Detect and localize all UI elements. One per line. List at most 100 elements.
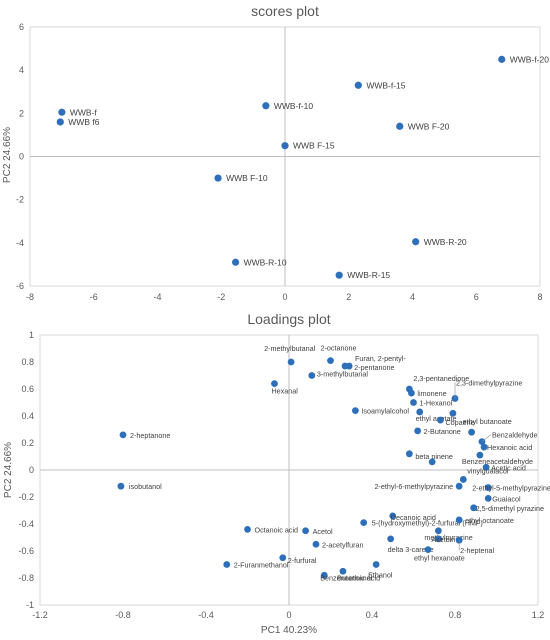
loadings-y-tick-label: -1: [26, 600, 34, 610]
loadings-point: [437, 416, 444, 424]
loadings-y-tick-label: -0.2: [18, 492, 34, 502]
scores-y-tick-label: -4: [16, 238, 24, 248]
loadings-y-tick-label: -0.8: [18, 573, 34, 583]
scores-y-tick-label: 4: [19, 65, 24, 75]
loadings-point-label: Guaiacol: [492, 494, 521, 503]
loadings-y-tick-label: 0.8: [21, 357, 34, 367]
loadings-point: [484, 494, 492, 502]
scores-point: [281, 142, 289, 150]
loadings-point-label: Hexanal: [271, 387, 298, 396]
scores-point-label: WWB-R-10: [244, 257, 287, 267]
scores-y-tick-label: -6: [16, 281, 24, 291]
loadings-point-label: ethyl acetate: [416, 414, 457, 423]
loadings-x-tick-label: -0.4: [198, 610, 214, 620]
loadings-point-label: 2-acetylfuran: [322, 540, 364, 549]
scores-y-tick-label: 0: [19, 152, 24, 162]
loadings-point-label: 2-octanone: [321, 344, 357, 353]
scores-point: [56, 118, 64, 126]
loadings-point: [339, 567, 347, 575]
loadings-point: [455, 482, 463, 490]
loadings-point: [360, 519, 368, 527]
loadings-point-label: 5-(hydroxymethyl)-2-furfural (HMF): [372, 519, 483, 528]
scores-point: [231, 258, 240, 266]
loadings-point-label: Butanoic acid: [337, 573, 380, 582]
loadings-point: [449, 409, 457, 417]
loadings-point-label: 2-ethyl-5-methylpyrazine: [472, 484, 550, 493]
scores-point-label: WWB F-10: [226, 173, 268, 183]
scores-point: [335, 271, 343, 279]
scores-x-tick-label: 2: [346, 292, 351, 302]
scores-x-tick-label: -6: [90, 292, 98, 302]
loadings-y-tick-label: 0: [29, 465, 34, 475]
loadings-point-label: limonene: [417, 389, 446, 398]
loadings-point: [428, 458, 436, 466]
loadings-point: [482, 463, 490, 471]
loadings-point-label: Octanoic acid: [255, 525, 299, 534]
loadings-point-label: Acetic acid: [491, 463, 526, 472]
loadings-point: [435, 535, 442, 543]
scores-point: [498, 55, 506, 63]
loadings-point-label: 1-Hexanol: [420, 399, 453, 408]
loadings-point: [389, 512, 397, 520]
loadings-y-axis-label: PC2 24.66%: [3, 442, 14, 498]
loadings-point: [480, 443, 488, 451]
scores-point: [262, 102, 270, 110]
scores-point-label: WWB-f-15: [366, 80, 405, 90]
loadings-point: [470, 504, 478, 512]
loadings-chart-title: Loadings plot: [247, 311, 330, 327]
scores-point-label: WWB-R-15: [347, 270, 390, 280]
loadings-point-label: Decanoic acid: [391, 513, 436, 522]
loadings-point-label: Isoamylalcohol: [361, 407, 409, 416]
loadings-y-tick-label: -0.4: [18, 519, 34, 529]
loadings-x-tick-label: 0: [286, 610, 291, 620]
loadings-point: [459, 476, 467, 483]
loadings-leader-line: [481, 434, 492, 442]
scores-x-tick-label: 4: [410, 292, 415, 302]
scores-y-axis-label: PC2 24.66%: [2, 127, 13, 183]
scores-point: [396, 122, 404, 130]
scores-x-tick-label: -2: [217, 292, 225, 302]
loadings-point-label: Hexanoic acid: [487, 443, 532, 452]
loadings-x-tick-label: -0.8: [115, 610, 131, 620]
scores-x-tick-label: 8: [537, 292, 542, 302]
loadings-point: [287, 358, 295, 366]
loadings-x-tick-label: 0.4: [366, 610, 379, 620]
loadings-point-label: Benzeneethanol: [320, 573, 372, 582]
loadings-point: [484, 484, 492, 491]
loadings-point: [455, 516, 463, 524]
scores-x-tick-label: 6: [474, 292, 479, 302]
scores-point-label: WWB f6: [68, 117, 99, 127]
scores-point-label: WWB-f-10: [274, 101, 313, 111]
loadings-x-tick-label: 0.8: [449, 610, 462, 620]
scores-point-label: WWB F-15: [293, 141, 335, 151]
loadings-point: [302, 527, 309, 535]
scores-y-tick-label: 2: [19, 108, 24, 118]
loadings-point-label: beta pinene: [415, 452, 453, 461]
loadings-point-label: 2,5-dimethyl pyrazine: [476, 504, 544, 513]
loadings-point: [327, 357, 334, 365]
loadings-point: [476, 451, 484, 459]
loadings-point: [405, 450, 413, 458]
loadings-point: [279, 554, 287, 562]
scores-x-tick-label: -4: [153, 292, 161, 302]
scores-x-tick-label: -8: [26, 292, 34, 302]
loadings-point: [468, 428, 475, 436]
loadings-point-label: 2-furfural: [288, 556, 317, 565]
loadings-point-label: methylpyrazine: [424, 533, 472, 542]
loadings-point-label: Furan, 2-pentyl-: [355, 354, 406, 363]
loadings-point-label: 2-pentanone: [354, 363, 394, 372]
loadings-point-label: Ethanol: [368, 571, 393, 580]
scores-point-label: WWB-f: [70, 107, 98, 117]
loadings-point-label: 2-Butanone: [424, 427, 461, 436]
loadings-point: [312, 540, 320, 548]
loadings-x-tick-label: -1.2: [32, 610, 48, 620]
scores-point: [412, 238, 420, 246]
scores-y-tick-label: -2: [16, 195, 24, 205]
scores-x-tick-label: 0: [282, 292, 287, 302]
loadings-point: [117, 482, 125, 490]
scores-point-label: WWB-R-20: [424, 237, 467, 247]
loadings-point-label: Copaene: [445, 418, 474, 427]
loadings-y-tick-label: 0.6: [21, 384, 34, 394]
scores-point: [58, 108, 66, 116]
loadings-point: [271, 380, 278, 387]
